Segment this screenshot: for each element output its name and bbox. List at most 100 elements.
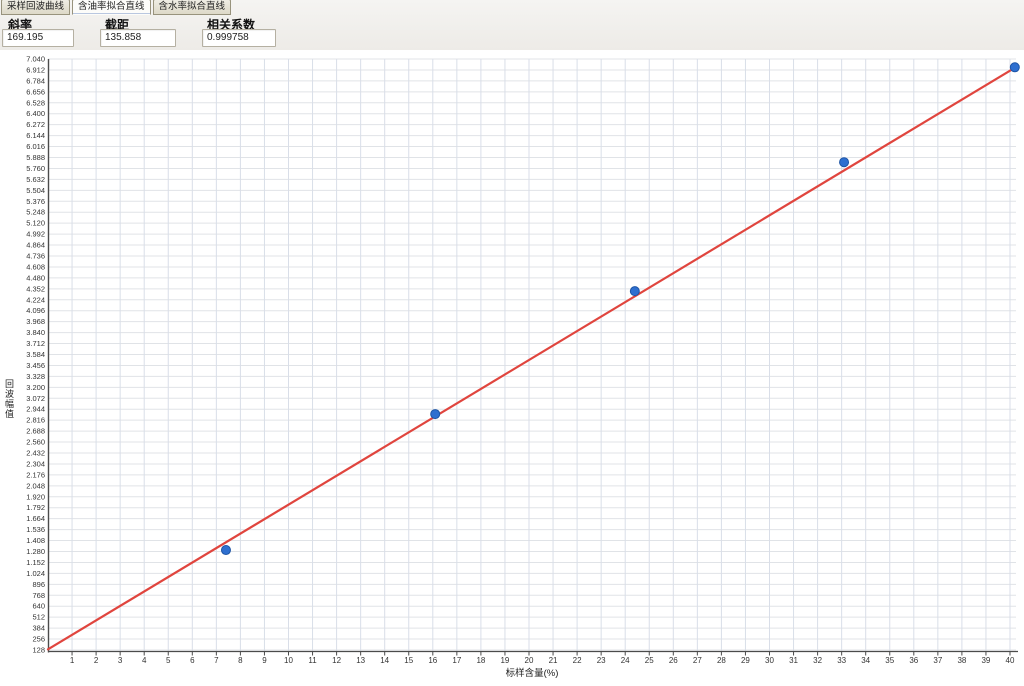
tab-echo-curve[interactable]: 采样回波曲线	[1, 0, 71, 15]
svg-text:4.224: 4.224	[26, 295, 45, 304]
svg-text:1.024: 1.024	[26, 569, 45, 578]
svg-text:24: 24	[621, 656, 630, 665]
svg-text:2: 2	[94, 656, 99, 665]
svg-text:3.328: 3.328	[26, 372, 45, 381]
svg-text:384: 384	[32, 624, 45, 633]
svg-text:512: 512	[32, 613, 45, 622]
fit-line	[46, 66, 1016, 651]
svg-text:2.048: 2.048	[26, 481, 45, 490]
svg-text:6: 6	[190, 656, 195, 665]
svg-text:7.040: 7.040	[26, 55, 45, 64]
svg-text:40: 40	[1006, 656, 1015, 665]
data-point	[839, 157, 850, 168]
svg-text:12: 12	[332, 656, 341, 665]
svg-text:256: 256	[32, 635, 45, 644]
svg-text:39: 39	[981, 656, 990, 665]
svg-text:2.688: 2.688	[26, 427, 45, 436]
svg-text:28: 28	[717, 656, 726, 665]
svg-text:6.784: 6.784	[26, 76, 45, 85]
svg-text:8: 8	[238, 656, 243, 665]
svg-text:2.304: 2.304	[26, 459, 45, 468]
svg-text:26: 26	[669, 656, 678, 665]
svg-text:6.912: 6.912	[26, 65, 45, 74]
svg-text:1.792: 1.792	[26, 503, 45, 512]
tab-strip: 采样回波曲线 含油率拟合直线 含水率拟合直线	[1, 0, 233, 15]
intercept-value-field[interactable]: 135.858	[100, 29, 176, 47]
svg-text:3.584: 3.584	[26, 350, 45, 359]
svg-text:6.656: 6.656	[26, 87, 45, 96]
svg-text:6.016: 6.016	[26, 142, 45, 151]
svg-text:3.072: 3.072	[26, 394, 45, 403]
svg-text:21: 21	[549, 656, 558, 665]
data-point	[1009, 62, 1020, 73]
svg-text:3.712: 3.712	[26, 339, 45, 348]
svg-text:2.176: 2.176	[26, 470, 45, 479]
svg-text:5.888: 5.888	[26, 153, 45, 162]
svg-text:1.664: 1.664	[26, 514, 45, 523]
svg-text:6.528: 6.528	[26, 98, 45, 107]
chart-gridlines	[48, 58, 1016, 652]
svg-text:2.432: 2.432	[26, 449, 45, 458]
svg-text:4.352: 4.352	[26, 284, 45, 293]
svg-text:20: 20	[525, 656, 534, 665]
data-point	[220, 545, 231, 556]
svg-text:1.408: 1.408	[26, 536, 45, 545]
svg-text:4.608: 4.608	[26, 262, 45, 271]
svg-text:3.968: 3.968	[26, 317, 45, 326]
svg-text:标样含量(%): 标样含量(%)	[506, 667, 559, 679]
svg-text:768: 768	[32, 591, 45, 600]
svg-text:5.504: 5.504	[26, 186, 45, 195]
tab-oil-fit-line[interactable]: 含油率拟合直线	[72, 0, 151, 15]
svg-text:2.944: 2.944	[26, 405, 45, 414]
data-point	[430, 409, 441, 420]
y-axis-title: 回波幅值	[4, 379, 14, 419]
svg-text:9: 9	[262, 656, 267, 665]
svg-text:5.760: 5.760	[26, 164, 45, 173]
svg-text:10: 10	[284, 656, 293, 665]
slope-value-field[interactable]: 169.195	[2, 29, 74, 47]
svg-text:17: 17	[452, 656, 461, 665]
svg-text:1: 1	[70, 656, 75, 665]
svg-text:35: 35	[885, 656, 894, 665]
svg-text:896: 896	[32, 580, 45, 589]
svg-text:128: 128	[32, 646, 45, 655]
svg-text:30: 30	[765, 656, 774, 665]
svg-text:3.456: 3.456	[26, 361, 45, 370]
svg-text:1.280: 1.280	[26, 547, 45, 556]
svg-text:7: 7	[214, 656, 219, 665]
data-point	[629, 286, 640, 297]
svg-text:640: 640	[32, 602, 45, 611]
svg-text:23: 23	[597, 656, 606, 665]
correlation-value-field[interactable]: 0.999758	[202, 29, 276, 47]
svg-text:4.736: 4.736	[26, 252, 45, 261]
data-points	[220, 62, 1020, 556]
svg-text:14: 14	[380, 656, 389, 665]
tab-water-fit-line[interactable]: 含水率拟合直线	[152, 0, 232, 15]
chart-canvas: 1282563845126407688961.0241.1521.2801.40…	[26, 55, 1020, 679]
svg-text:5.248: 5.248	[26, 208, 45, 217]
svg-text:3.840: 3.840	[26, 328, 45, 337]
calibration-chart: 128 256 384 512 640 768 896 1.024 1.152 1.280 1.40…	[0, 50, 1024, 681]
svg-text:3.200: 3.200	[26, 383, 45, 392]
intercept-label: 截距	[105, 18, 130, 32]
toolbar-header: 采样回波曲线 含油率拟合直线 含水率拟合直线 斜率 截距 相关系数 169.19…	[0, 0, 1024, 50]
svg-text:25: 25	[645, 656, 654, 665]
svg-text:22: 22	[573, 656, 582, 665]
svg-text:1.152: 1.152	[26, 558, 45, 567]
svg-text:13: 13	[356, 656, 365, 665]
svg-text:1.920: 1.920	[26, 492, 45, 501]
svg-text:5.376: 5.376	[26, 197, 45, 206]
svg-text:5.120: 5.120	[26, 219, 45, 228]
svg-text:4: 4	[142, 656, 147, 665]
svg-text:32: 32	[813, 656, 822, 665]
svg-text:2.816: 2.816	[26, 416, 45, 425]
slope-label: 斜率	[8, 18, 33, 32]
svg-text:19: 19	[500, 656, 509, 665]
svg-text:6.272: 6.272	[26, 120, 45, 129]
svg-text:5.632: 5.632	[26, 175, 45, 184]
svg-text:29: 29	[741, 656, 750, 665]
svg-text:15: 15	[404, 656, 413, 665]
svg-text:4.096: 4.096	[26, 306, 45, 315]
svg-text:5: 5	[166, 656, 171, 665]
svg-text:4.864: 4.864	[26, 241, 45, 250]
